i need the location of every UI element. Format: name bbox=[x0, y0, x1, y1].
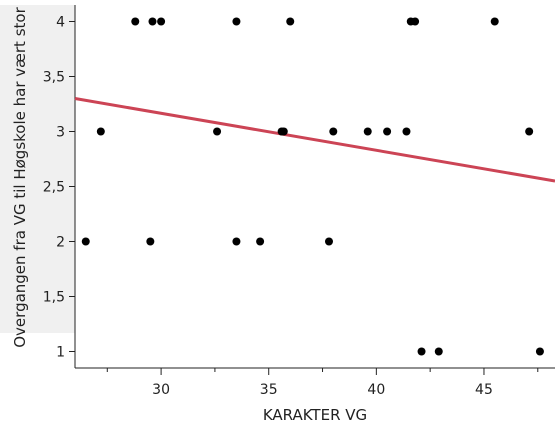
data-point bbox=[148, 17, 157, 26]
fit-line bbox=[74, 97, 555, 183]
data-point bbox=[324, 237, 333, 246]
y-tick-label: 1,5 bbox=[43, 290, 65, 306]
data-point bbox=[131, 17, 140, 26]
y-tick-label: 1 bbox=[56, 345, 65, 361]
data-point bbox=[525, 127, 534, 136]
y-axis-title: Overgangen fra VG til Høgskole har vært … bbox=[11, 6, 29, 347]
data-point bbox=[286, 17, 295, 26]
data-point bbox=[256, 237, 265, 246]
data-point bbox=[329, 127, 338, 136]
data-point bbox=[96, 127, 105, 136]
data-point bbox=[434, 347, 443, 356]
x-tick-label: 35 bbox=[260, 382, 278, 398]
data-point bbox=[146, 237, 155, 246]
data-point bbox=[411, 17, 420, 26]
x-tick-label: 40 bbox=[367, 382, 385, 398]
data-point bbox=[363, 127, 372, 136]
data-point bbox=[213, 127, 222, 136]
data-point bbox=[402, 127, 411, 136]
data-point bbox=[490, 17, 499, 26]
data-point bbox=[535, 347, 544, 356]
data-point bbox=[157, 17, 166, 26]
y-tick-label: 2,5 bbox=[43, 180, 65, 196]
data-point bbox=[232, 17, 241, 26]
y-tick-label: 3,5 bbox=[43, 70, 65, 86]
x-axis-title: KARAKTER VG bbox=[263, 406, 367, 424]
data-point bbox=[232, 237, 241, 246]
y-label-background bbox=[0, 5, 75, 333]
x-tick-label: 45 bbox=[475, 382, 493, 398]
y-tick-label: 4 bbox=[56, 15, 65, 31]
x-tick-label: 30 bbox=[152, 382, 170, 398]
data-point bbox=[417, 347, 426, 356]
y-tick-label: 3 bbox=[56, 125, 65, 141]
data-point bbox=[279, 127, 288, 136]
y-tick-label: 2 bbox=[56, 235, 65, 251]
data-point bbox=[383, 127, 392, 136]
data-point bbox=[81, 237, 90, 246]
